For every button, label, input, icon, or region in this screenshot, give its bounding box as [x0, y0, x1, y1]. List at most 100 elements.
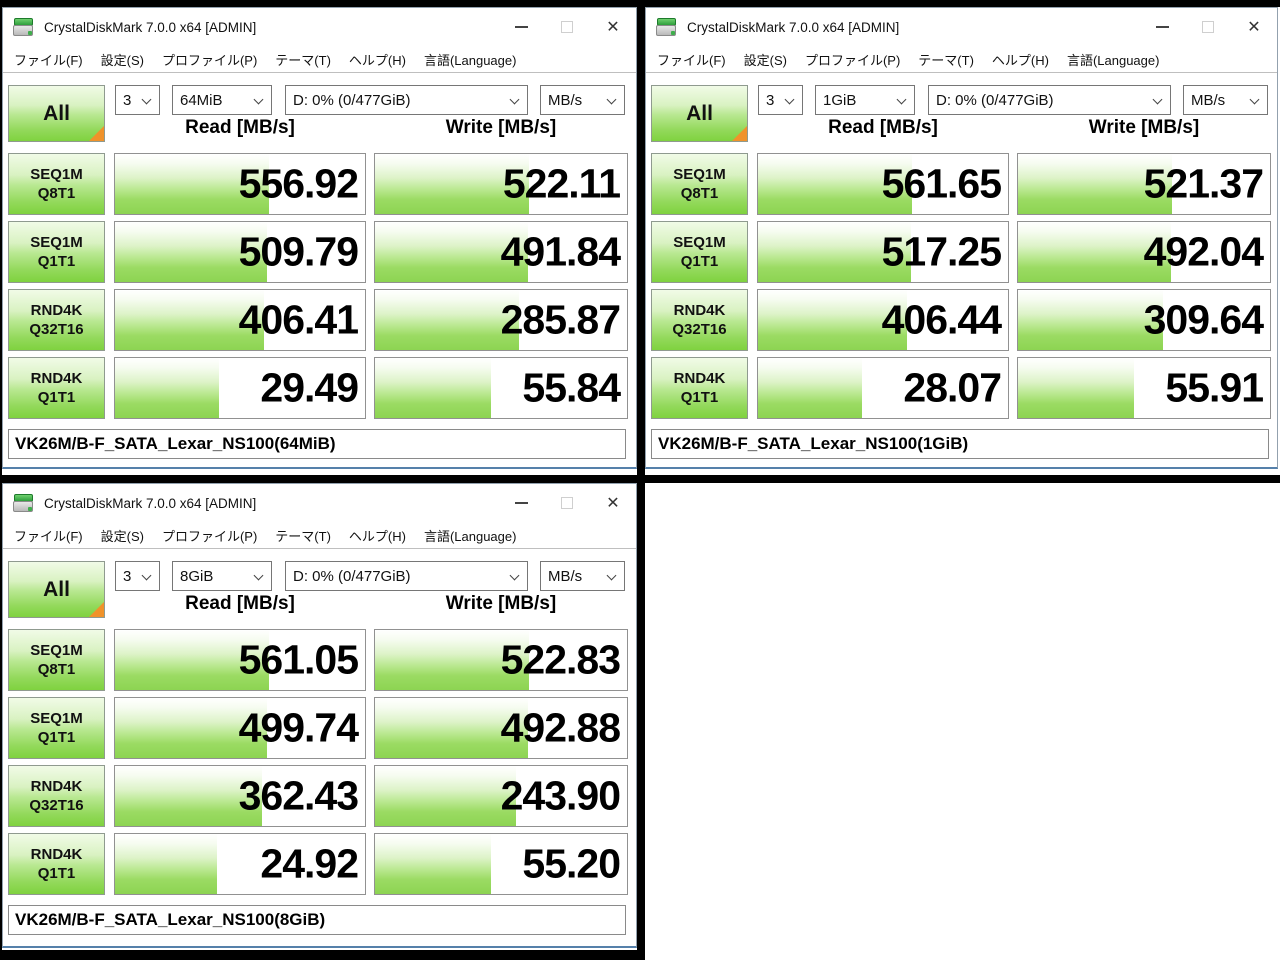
- title-bar[interactable]: CrystalDiskMark 7.0.0 x64 [ADMIN] ✕: [646, 8, 1277, 46]
- menu-file[interactable]: ファイル(F): [14, 528, 83, 544]
- write-result-cell: 55.84: [374, 357, 628, 419]
- chevron-down-icon: [509, 94, 520, 105]
- maximize-icon: [561, 21, 573, 33]
- maximize-button[interactable]: [544, 484, 590, 522]
- chevron-down-icon: [1152, 94, 1163, 105]
- close-button[interactable]: ✕: [606, 495, 620, 512]
- test-button-rnd4k-q1t1[interactable]: RND4K Q1T1: [651, 357, 748, 419]
- read-result-cell: 29.49: [114, 357, 366, 419]
- menu-bar: ファイル(F) 設定(S) プロファイル(P) テーマ(T) ヘルプ(H) 言語…: [3, 522, 636, 549]
- menu-settings[interactable]: 設定(S): [743, 52, 787, 68]
- test-button-rnd4k-q1t1[interactable]: RND4K Q1T1: [8, 833, 105, 895]
- all-tests-button[interactable]: All: [8, 85, 105, 142]
- minimize-button[interactable]: [498, 484, 544, 522]
- maximize-button[interactable]: [544, 8, 590, 46]
- test-count-select[interactable]: 3: [758, 85, 803, 115]
- score-bar: [375, 358, 492, 418]
- client-area: All 3 64MiB D: 0% (0/477GiB) MB/s Read […: [3, 73, 636, 467]
- profile-corner-triangle-icon: [732, 126, 747, 141]
- menu-language[interactable]: 言語(Language): [423, 528, 517, 544]
- menu-language[interactable]: 言語(Language): [1066, 52, 1160, 68]
- target-drive-select[interactable]: D: 0% (0/477GiB): [285, 85, 528, 115]
- app-icon: [656, 17, 678, 37]
- menu-help[interactable]: ヘルプ(H): [348, 52, 406, 68]
- client-area: All 3 8GiB D: 0% (0/477GiB) MB/s Read [M…: [3, 549, 636, 946]
- minimize-button[interactable]: [1139, 8, 1185, 46]
- target-drive-select[interactable]: D: 0% (0/477GiB): [285, 561, 528, 591]
- maximize-icon: [1202, 21, 1214, 33]
- test-size-select[interactable]: 1GiB: [815, 85, 915, 115]
- menu-theme[interactable]: テーマ(T): [918, 52, 974, 68]
- test-button-rnd4k-q32t16[interactable]: RND4K Q32T16: [8, 289, 105, 351]
- score-bar: [375, 766, 517, 826]
- test-button-rnd4k-q32t16[interactable]: RND4K Q32T16: [651, 289, 748, 351]
- unit-select[interactable]: MB/s: [540, 85, 625, 115]
- chevron-down-icon: [784, 94, 795, 105]
- test-button-seq1m-q1t1[interactable]: SEQ1M Q1T1: [8, 697, 105, 759]
- menu-file[interactable]: ファイル(F): [14, 52, 83, 68]
- score-bar: [115, 630, 270, 690]
- title-bar[interactable]: CrystalDiskMark 7.0.0 x64 [ADMIN] ✕: [3, 8, 636, 46]
- test-size-select[interactable]: 8GiB: [172, 561, 272, 591]
- test-count-select[interactable]: 3: [115, 561, 160, 591]
- read-result-cell: 406.44: [757, 289, 1009, 351]
- read-result-cell: 556.92: [114, 153, 366, 215]
- write-result-cell: 285.87: [374, 289, 628, 351]
- maximize-button[interactable]: [1185, 8, 1231, 46]
- read-result-cell: 406.41: [114, 289, 366, 351]
- read-result-cell: 499.74: [114, 697, 366, 759]
- test-button-rnd4k-q32t16[interactable]: RND4K Q32T16: [8, 765, 105, 827]
- menu-profile[interactable]: プロファイル(P): [161, 528, 258, 544]
- score-bar: [115, 698, 268, 758]
- all-tests-button[interactable]: All: [651, 85, 748, 142]
- read-result-cell: 509.79: [114, 221, 366, 283]
- all-tests-button[interactable]: All: [8, 561, 105, 618]
- test-size-select[interactable]: 64MiB: [172, 85, 272, 115]
- score-bar: [375, 222, 529, 282]
- close-button[interactable]: ✕: [606, 19, 620, 36]
- menu-help[interactable]: ヘルプ(H): [991, 52, 1049, 68]
- separator-horizontal: [0, 475, 1280, 483]
- chevron-down-icon: [141, 94, 152, 105]
- test-button-seq1m-q1t1[interactable]: SEQ1M Q1T1: [651, 221, 748, 283]
- comment-field[interactable]: VK26M/B-F_SATA_Lexar_NS100(1GiB): [651, 429, 1269, 459]
- menu-profile[interactable]: プロファイル(P): [161, 52, 258, 68]
- menu-theme[interactable]: テーマ(T): [275, 52, 331, 68]
- menu-file[interactable]: ファイル(F): [657, 52, 726, 68]
- client-area: All 3 1GiB D: 0% (0/477GiB) MB/s Read [M…: [646, 73, 1277, 467]
- comment-field[interactable]: VK26M/B-F_SATA_Lexar_NS100(64MiB): [8, 429, 626, 459]
- score-bar: [115, 222, 268, 282]
- app-icon: [13, 493, 35, 513]
- target-drive-select[interactable]: D: 0% (0/477GiB): [928, 85, 1171, 115]
- read-column-header: Read [MB/s]: [185, 117, 295, 138]
- menu-settings[interactable]: 設定(S): [100, 528, 144, 544]
- test-button-rnd4k-q1t1[interactable]: RND4K Q1T1: [8, 357, 105, 419]
- menu-profile[interactable]: プロファイル(P): [804, 52, 901, 68]
- test-button-seq1m-q1t1[interactable]: SEQ1M Q1T1: [8, 221, 105, 283]
- minimize-button[interactable]: [498, 8, 544, 46]
- score-bar: [758, 222, 911, 282]
- score-bar: [375, 630, 530, 690]
- chevron-down-icon: [509, 570, 520, 581]
- write-column-header: Write [MB/s]: [445, 593, 557, 614]
- cdm-window-8gib: CrystalDiskMark 7.0.0 x64 [ADMIN] ✕ ファイル…: [2, 483, 637, 948]
- comment-field[interactable]: VK26M/B-F_SATA_Lexar_NS100(8GiB): [8, 905, 626, 935]
- menu-settings[interactable]: 設定(S): [100, 52, 144, 68]
- menu-theme[interactable]: テーマ(T): [275, 528, 331, 544]
- write-result-cell: 243.90: [374, 765, 628, 827]
- menu-language[interactable]: 言語(Language): [423, 52, 517, 68]
- chevron-down-icon: [141, 570, 152, 581]
- test-button-seq1m-q8t1[interactable]: SEQ1M Q8T1: [651, 153, 748, 215]
- test-count-select[interactable]: 3: [115, 85, 160, 115]
- unit-select[interactable]: MB/s: [540, 561, 625, 591]
- menu-help[interactable]: ヘルプ(H): [348, 528, 406, 544]
- profile-corner-triangle-icon: [89, 126, 104, 141]
- test-button-seq1m-q8t1[interactable]: SEQ1M Q8T1: [8, 629, 105, 691]
- write-result-cell: 55.91: [1017, 357, 1271, 419]
- unit-select[interactable]: MB/s: [1183, 85, 1268, 115]
- cdm-window-1gib: CrystalDiskMark 7.0.0 x64 [ADMIN] ✕ ファイル…: [645, 7, 1278, 469]
- title-bar[interactable]: CrystalDiskMark 7.0.0 x64 [ADMIN] ✕: [3, 484, 636, 522]
- close-button[interactable]: ✕: [1247, 19, 1261, 36]
- test-button-seq1m-q8t1[interactable]: SEQ1M Q8T1: [8, 153, 105, 215]
- write-result-cell: 55.20: [374, 833, 628, 895]
